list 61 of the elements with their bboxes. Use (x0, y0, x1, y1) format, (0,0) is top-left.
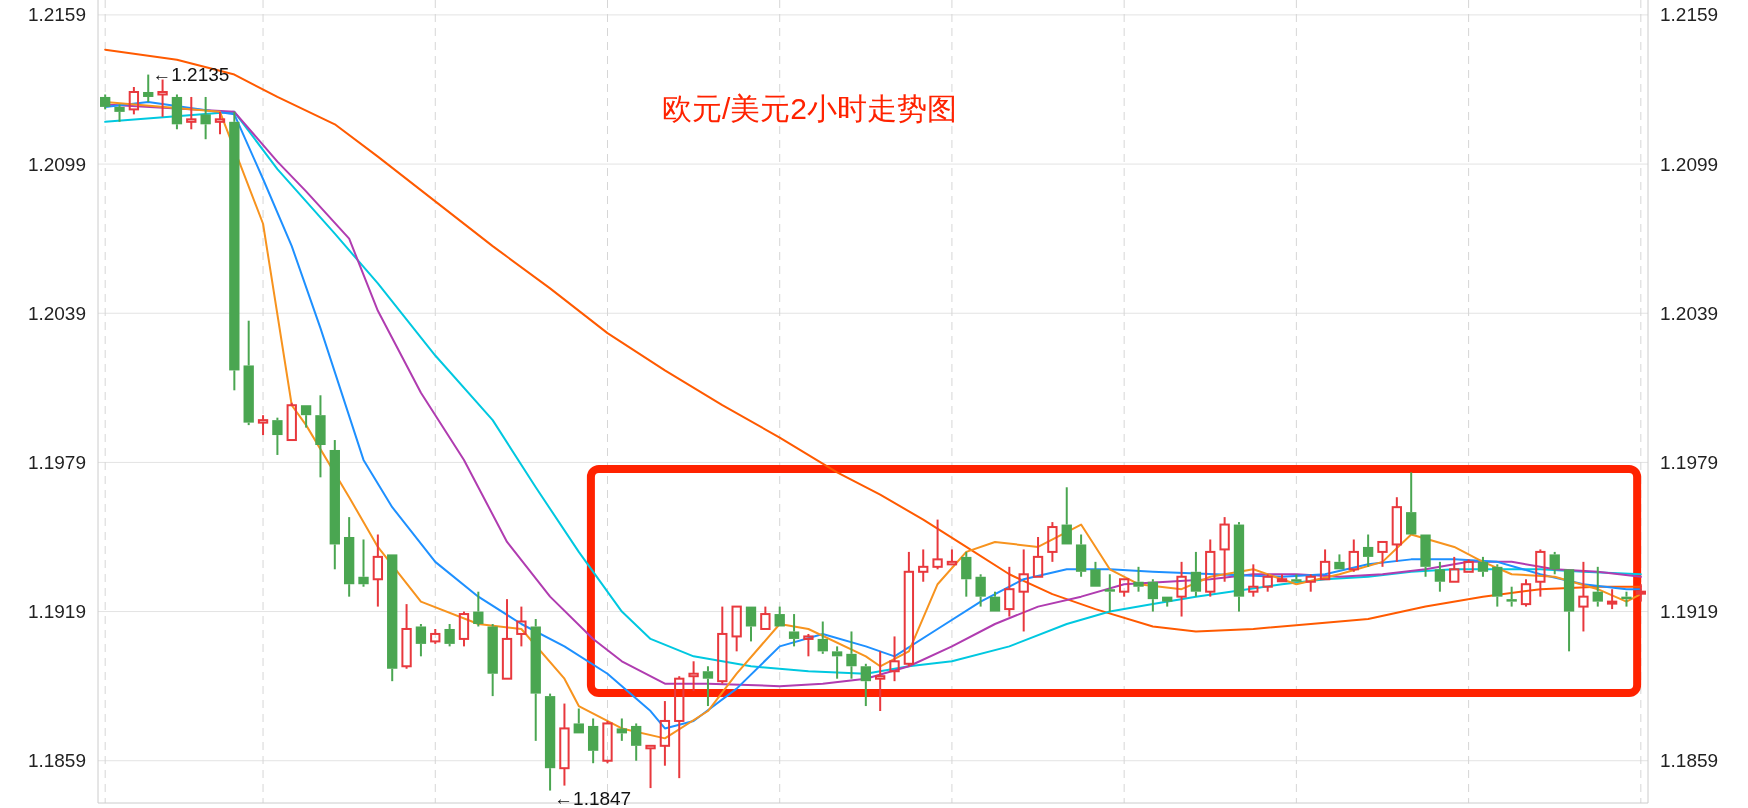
line-series (104, 48, 1642, 633)
candlestick (1434, 560, 1446, 593)
candlestick (1104, 573, 1115, 613)
annotation: ←1.2135 (152, 64, 230, 86)
candlestick (1492, 563, 1503, 608)
y2-tick-label: 1.1919 (1660, 601, 1719, 623)
annotation: ←1.1847 (554, 788, 632, 808)
y-tick-label: 1.1859 (27, 750, 86, 772)
candlestick (329, 439, 340, 571)
candlestick (1233, 521, 1245, 613)
candlestick (559, 702, 570, 787)
candlestick (1578, 560, 1589, 633)
candlestick (358, 538, 369, 588)
candlestick (1018, 548, 1029, 633)
candlestick (1176, 560, 1187, 618)
candlestick (1075, 533, 1087, 578)
candlestick (975, 573, 986, 608)
y-tick-label: 1.1919 (27, 601, 86, 623)
candlestick (315, 394, 326, 479)
candlestick (1004, 565, 1015, 618)
candlestick (1147, 578, 1159, 613)
candlestick (587, 717, 599, 765)
candlestick (918, 548, 929, 583)
candlestick (688, 660, 699, 693)
candlestick (171, 93, 183, 131)
candlestick (143, 73, 154, 103)
candlestick (1190, 550, 1202, 598)
y2-tick-label: 1.2039 (1660, 302, 1719, 324)
candlestick (788, 613, 800, 648)
candlestick (702, 665, 714, 708)
candlestick (961, 550, 972, 598)
candlestick (1362, 533, 1374, 568)
y2-tick-label: 1.2099 (1660, 153, 1719, 175)
y-tick-label: 1.1979 (27, 451, 86, 473)
candlestick (530, 618, 541, 742)
candlestick (875, 650, 886, 713)
candlestick (1219, 516, 1230, 583)
candlestick (200, 95, 211, 141)
candlestick (1506, 585, 1517, 608)
candlestick (846, 630, 857, 680)
text: 欧元/美元2小时走势图 (661, 91, 957, 125)
candlestick (831, 645, 843, 680)
candlestick (1133, 565, 1144, 593)
y2-tick-label: 1.2159 (1660, 4, 1719, 26)
candlestick (1391, 496, 1403, 563)
y2-tick-label: 1.1979 (1660, 451, 1719, 473)
candlestick (889, 635, 900, 683)
candlestick (372, 533, 384, 608)
y-tick-label: 1.2099 (27, 153, 86, 175)
y-tick-label: 1.2159 (27, 4, 86, 26)
y2-tick-label: 1.1859 (1660, 750, 1719, 772)
candlestick (616, 717, 628, 742)
candlestick (1592, 565, 1603, 608)
candlestick (1477, 555, 1489, 578)
candlestick (817, 620, 828, 655)
candlestick (631, 722, 642, 762)
candlestick (343, 516, 355, 598)
candlestick (659, 700, 671, 767)
y-tick-label: 1.2039 (27, 302, 86, 324)
candlestick (114, 103, 125, 123)
candlestick (229, 110, 240, 392)
